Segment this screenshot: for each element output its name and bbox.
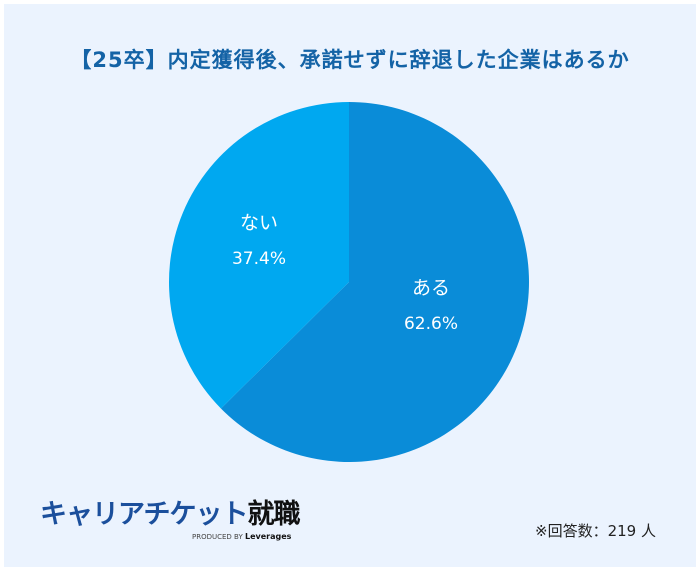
logo-accent-text: 就職 [247,499,300,530]
slice-label-nai: ない 37.4% [199,208,319,269]
logo-sub-prefix: PRODUCED BY [192,533,243,541]
slice-label-value: 62.6% [403,314,458,334]
slice-label-name: ある [411,277,450,299]
pie-slice-0 [220,102,529,462]
respondent-count-note: ※回答数：219 人 [535,522,656,540]
logo-sub-brand: Leverages [244,532,292,541]
pie-slice-1 [168,101,349,409]
logo-main-text: キャリアチケット [40,499,248,530]
chart-title: 【25卒】内定獲得後、承諾せずに辞退した企業はあるか [70,48,630,72]
logo: キャリアチケット就職 PRODUCED BY Leverages [40,492,300,541]
slice-label-aru: ある 62.6% [371,273,491,334]
slice-label-value: 37.4% [231,249,286,269]
slice-label-name: ない [239,212,278,234]
